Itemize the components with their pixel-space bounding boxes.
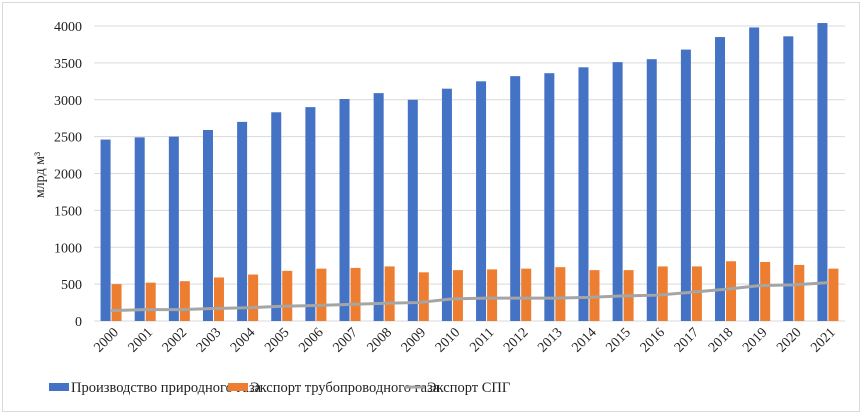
bar-pipeline-export xyxy=(691,266,702,321)
x-tick-label: 2000 xyxy=(91,325,121,355)
bar-production xyxy=(441,88,452,321)
bar-pipeline-export xyxy=(179,281,190,321)
bar-pipeline-export xyxy=(487,269,498,321)
bar-pipeline-export xyxy=(760,262,771,321)
bar-pipeline-export xyxy=(111,284,122,321)
legend-swatch-production xyxy=(49,383,69,391)
bar-production xyxy=(578,67,589,321)
y-tick-label: 2000 xyxy=(54,168,82,183)
x-tick-label: 2021 xyxy=(808,325,838,355)
bar-pipeline-export xyxy=(350,267,361,321)
x-tick-label: 2009 xyxy=(399,325,429,355)
x-tick-label: 2015 xyxy=(604,325,634,355)
x-tick-label: 2002 xyxy=(160,325,190,355)
y-axis-label: млрд м³ xyxy=(33,152,48,198)
bar-pipeline-export xyxy=(726,261,737,321)
bar-pipeline-export xyxy=(521,268,532,321)
bar-pipeline-export xyxy=(384,266,395,321)
y-axis-ticks: 0 500 1000 1500 2000 2500 3000 3500 4000 xyxy=(54,20,82,330)
bar-pipeline-export xyxy=(589,270,600,321)
bar-production xyxy=(202,129,213,321)
bar-pipeline-export xyxy=(248,274,259,321)
legend-label-pipeline-export: Экспорт трубопроводного газа xyxy=(250,380,440,396)
x-tick-label: 2011 xyxy=(467,325,497,355)
bar-production xyxy=(680,49,691,321)
bar-pipeline-export xyxy=(145,282,156,321)
bar-production xyxy=(305,107,316,321)
lng-line xyxy=(111,281,829,313)
x-tick-label: 2008 xyxy=(365,325,395,355)
y-tick-label: 3500 xyxy=(54,57,82,72)
bars xyxy=(100,23,839,322)
y-tick-label: 1000 xyxy=(54,241,82,256)
legend: Производство природного газа Экспорт тру… xyxy=(49,380,510,396)
x-tick-label: 2013 xyxy=(535,325,565,355)
bar-production xyxy=(612,62,623,321)
x-tick-label: 2006 xyxy=(296,325,326,355)
bar-pipeline-export xyxy=(794,264,805,321)
bar-production xyxy=(237,121,248,321)
bar-production xyxy=(510,76,521,322)
bar-production xyxy=(544,73,555,321)
bar-production xyxy=(134,137,145,321)
bar-production xyxy=(715,37,726,321)
legend-label-production: Производство природного газа xyxy=(71,380,262,396)
bar-production xyxy=(476,81,487,321)
x-tick-label: 2005 xyxy=(262,325,292,355)
x-tick-label: 2010 xyxy=(433,325,463,355)
bar-production xyxy=(749,27,760,321)
bar-pipeline-export xyxy=(316,268,327,321)
line-lng-export xyxy=(111,281,829,313)
bar-production xyxy=(646,59,657,321)
bar-production xyxy=(168,136,179,321)
chart-frame xyxy=(2,2,860,412)
x-tick-label: 2016 xyxy=(638,325,668,355)
x-tick-label: 2014 xyxy=(569,325,599,355)
bar-production xyxy=(407,99,418,321)
x-tick-label: 2001 xyxy=(126,325,156,355)
bar-pipeline-export xyxy=(828,268,839,321)
bar-pipeline-export xyxy=(282,270,293,321)
bar-production xyxy=(100,139,111,321)
y-tick-label: 1500 xyxy=(54,204,82,219)
x-tick-label: 2019 xyxy=(740,325,770,355)
y-tick-label: 4000 xyxy=(54,20,82,35)
bar-production xyxy=(817,23,828,322)
y-tick-label: 2500 xyxy=(54,131,82,146)
x-tick-label: 2004 xyxy=(228,325,258,355)
bar-production xyxy=(783,36,794,321)
legend-swatch-pipeline-export xyxy=(228,383,248,391)
bar-pipeline-export xyxy=(418,272,429,321)
bar-pipeline-export xyxy=(452,270,463,321)
bar-production xyxy=(339,99,350,321)
x-tick-label: 2018 xyxy=(706,325,736,355)
y-tick-label: 500 xyxy=(61,278,82,293)
bar-pipeline-export xyxy=(213,277,224,321)
bar-pipeline-export xyxy=(555,267,566,321)
x-tick-label: 2007 xyxy=(330,325,360,355)
bar-production xyxy=(373,93,384,321)
x-tick-label: 2012 xyxy=(501,325,531,355)
x-tick-label: 2020 xyxy=(774,325,804,355)
legend-label-lng-export: Экспорт СПГ xyxy=(427,380,510,396)
y-tick-label: 3000 xyxy=(54,94,82,109)
x-tick-label: 2003 xyxy=(194,325,224,355)
x-tick-label: 2017 xyxy=(672,325,702,355)
x-axis-ticks: 2000 2001 2002 2003 2004 2005 2006 2007 2008 2009… xyxy=(91,325,838,355)
y-tick-label: 0 xyxy=(75,315,82,330)
bar-production xyxy=(271,112,282,321)
